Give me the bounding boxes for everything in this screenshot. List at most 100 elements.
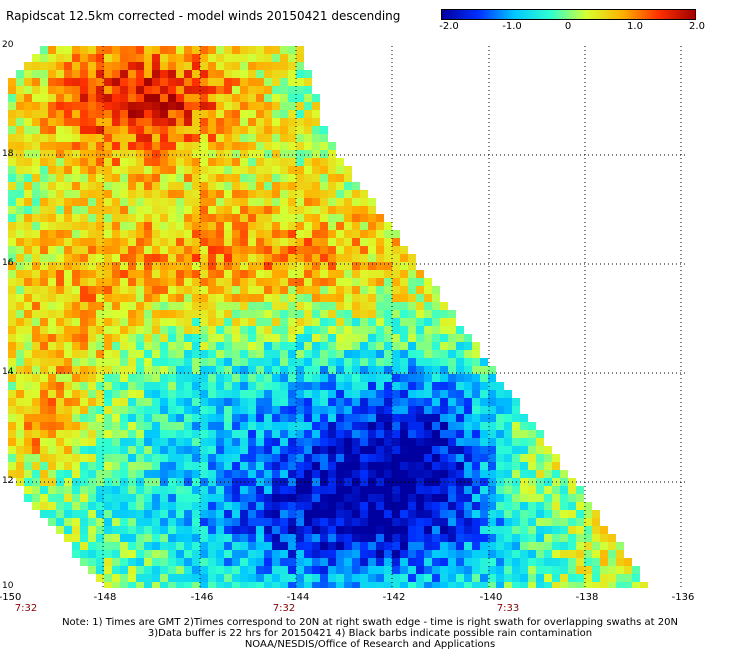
wind-cell (200, 278, 208, 286)
wind-cell (464, 454, 472, 462)
wind-cell (240, 574, 248, 582)
wind-cell (32, 350, 40, 358)
wind-cell (360, 582, 368, 588)
wind-cell (392, 574, 400, 582)
wind-cell (384, 310, 392, 318)
wind-cell (392, 510, 400, 518)
wind-cell (392, 542, 400, 550)
wind-cell (304, 446, 312, 454)
wind-cell (424, 310, 432, 318)
wind-cell (192, 270, 200, 278)
wind-cell (296, 302, 304, 310)
wind-cell (200, 390, 208, 398)
wind-cell (128, 166, 136, 174)
wind-cell (384, 358, 392, 366)
wind-cell (272, 430, 280, 438)
wind-cell (488, 574, 496, 582)
wind-cell (288, 54, 296, 62)
wind-cell (296, 566, 304, 574)
wind-cell (40, 206, 48, 214)
wind-cell (368, 414, 376, 422)
wind-cell (344, 582, 352, 588)
wind-cell (360, 526, 368, 534)
wind-cell (192, 582, 200, 588)
wind-cell (328, 470, 336, 478)
wind-cell (160, 278, 168, 286)
wind-cell (424, 374, 432, 382)
wind-cell (304, 358, 312, 366)
wind-cell (520, 414, 528, 422)
wind-cell (368, 422, 376, 430)
wind-cell (224, 230, 232, 238)
wind-cell (112, 230, 120, 238)
wind-cell (400, 318, 408, 326)
wind-cell (312, 358, 320, 366)
wind-cell (328, 558, 336, 566)
wind-cell (336, 414, 344, 422)
wind-cell (208, 206, 216, 214)
wind-cell (440, 582, 448, 588)
wind-cell (384, 430, 392, 438)
wind-cell (296, 262, 304, 270)
wind-cell (104, 182, 112, 190)
wind-cell (320, 422, 328, 430)
wind-cell (48, 262, 56, 270)
wind-cell (248, 246, 256, 254)
wind-cell (280, 358, 288, 366)
wind-cell (464, 566, 472, 574)
wind-cell (144, 494, 152, 502)
wind-cell (416, 462, 424, 470)
wind-cell (304, 318, 312, 326)
wind-cell (512, 438, 520, 446)
wind-cell (408, 518, 416, 526)
wind-cell (224, 414, 232, 422)
wind-cell (216, 374, 224, 382)
wind-cell (280, 566, 288, 574)
wind-cell (152, 158, 160, 166)
wind-cell (208, 166, 216, 174)
wind-cell (48, 374, 56, 382)
wind-cell (376, 350, 384, 358)
wind-cell (248, 142, 256, 150)
wind-cell (456, 534, 464, 542)
wind-cell (16, 150, 24, 158)
wind-cell (400, 566, 408, 574)
wind-cell (72, 190, 80, 198)
wind-cell (152, 470, 160, 478)
wind-cell (312, 294, 320, 302)
wind-cell (360, 326, 368, 334)
wind-cell (272, 486, 280, 494)
wind-cell (416, 470, 424, 478)
wind-cell (600, 542, 608, 550)
wind-cell (192, 366, 200, 374)
wind-cell (168, 374, 176, 382)
wind-cell (448, 390, 456, 398)
wind-cell (288, 278, 296, 286)
wind-cell (432, 454, 440, 462)
wind-cell (512, 534, 520, 542)
wind-cell (24, 334, 32, 342)
wind-cell (328, 286, 336, 294)
wind-cell (288, 310, 296, 318)
wind-cell (584, 566, 592, 574)
wind-cell (600, 526, 608, 534)
wind-cell (296, 110, 304, 118)
wind-cell (8, 198, 16, 206)
wind-cell (176, 430, 184, 438)
wind-cell (144, 230, 152, 238)
wind-cell (512, 502, 520, 510)
wind-cell (584, 542, 592, 550)
wind-cell (152, 294, 160, 302)
wind-cell (224, 78, 232, 86)
wind-cell (64, 310, 72, 318)
wind-cell (152, 502, 160, 510)
wind-cell (136, 270, 144, 278)
wind-cell (256, 286, 264, 294)
wind-cell (208, 430, 216, 438)
wind-cell (104, 366, 112, 374)
wind-cell (64, 142, 72, 150)
wind-cell (296, 462, 304, 470)
wind-cell (432, 518, 440, 526)
wind-cell (136, 142, 144, 150)
wind-cell (48, 398, 56, 406)
